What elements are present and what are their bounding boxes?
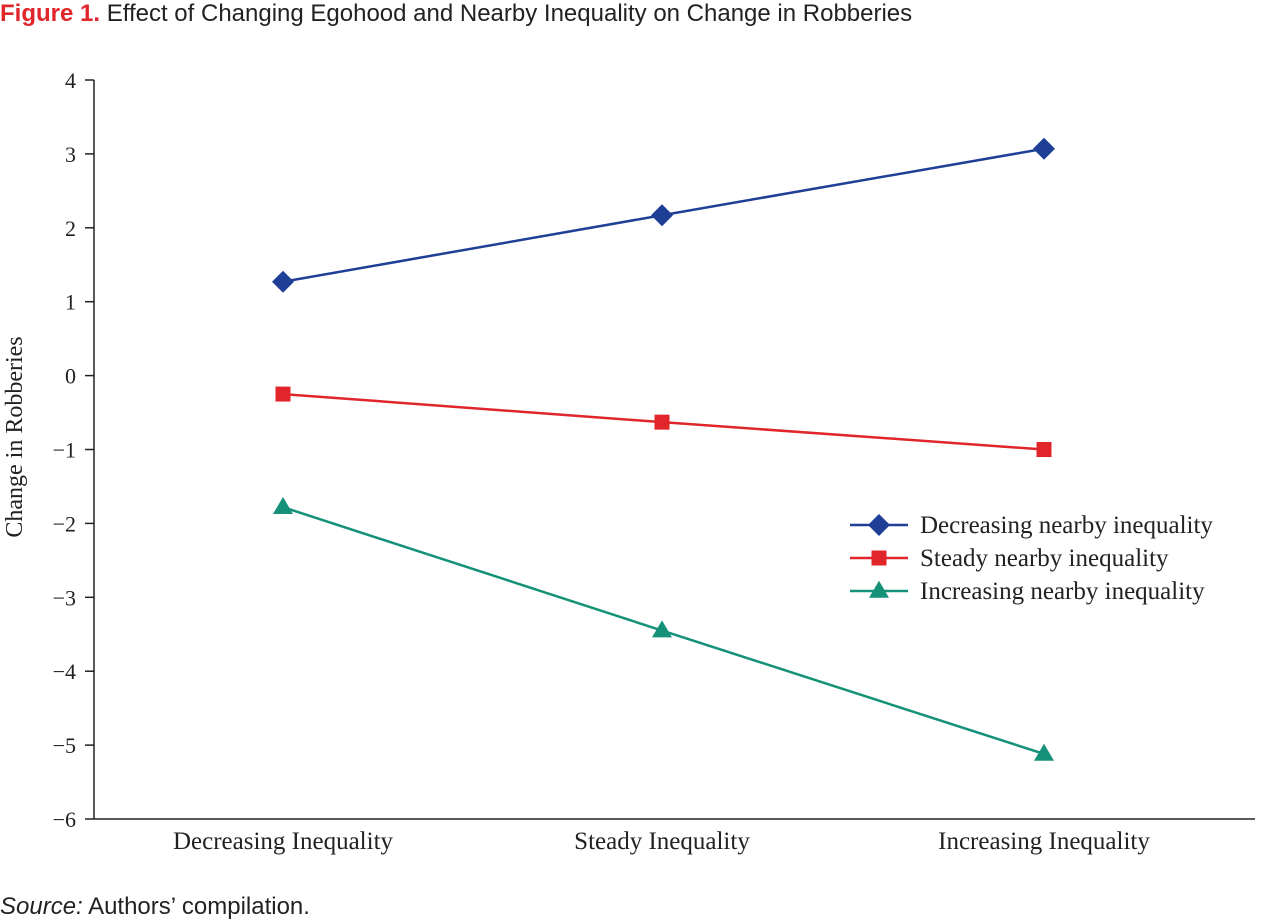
- data-point-triangle: [652, 620, 672, 638]
- data-point-triangle: [1034, 743, 1054, 761]
- data-point-diamond: [651, 204, 673, 227]
- y-tick-label: −5: [53, 733, 76, 758]
- data-point-triangle: [273, 496, 293, 514]
- source-label: Source:: [0, 893, 83, 920]
- y-tick-label: 1: [65, 290, 76, 315]
- data-point-square: [654, 414, 670, 430]
- data-point-diamond: [272, 270, 294, 293]
- legend: Decreasing nearby inequality Steady nearb…: [850, 512, 1213, 605]
- y-axis-label: Change in Robberies: [2, 336, 28, 537]
- legend-label: Increasing nearby inequality: [920, 578, 1205, 605]
- legend-marker-square: [871, 550, 887, 566]
- y-axis-ticks: 4 3 2 1 0 −1 −2 −3 −4 −5 −6: [53, 68, 94, 832]
- series-group: [272, 137, 1055, 761]
- y-tick-label: −1: [53, 438, 76, 463]
- y-tick-label: −4: [53, 659, 76, 684]
- y-tick-label: 0: [65, 364, 76, 389]
- figure-label: Figure 1.: [0, 0, 101, 27]
- figure-title: Figure 1. Effect of Changing Egohood and…: [0, 0, 912, 32]
- x-tick-label: Decreasing Inequality: [173, 828, 394, 855]
- y-tick-label: 3: [65, 142, 76, 167]
- x-tick-label: Increasing Inequality: [938, 828, 1150, 855]
- line-chart: 4 3 2 1 0 −1 −2 −3 −4 −5 −6 Decreasing Inequality S…: [2, 68, 1255, 855]
- figure-title-text: Effect of Changing Egohood and Nearby In…: [106, 0, 913, 27]
- y-tick-label: −3: [53, 585, 76, 610]
- legend-marker-triangle: [869, 580, 889, 598]
- source-text: Authors’ compilation.: [88, 893, 310, 920]
- y-tick-label: 4: [65, 68, 76, 93]
- legend-label: Steady nearby inequality: [920, 545, 1169, 572]
- y-tick-label: 2: [65, 216, 76, 241]
- data-point-square: [1036, 442, 1052, 457]
- data-point-square: [275, 386, 291, 402]
- legend-marker-diamond: [868, 514, 890, 536]
- y-tick-label: −6: [53, 807, 76, 832]
- source-note: Source: Authors’ compilation.: [0, 893, 310, 921]
- legend-label: Decreasing nearby inequality: [920, 512, 1213, 539]
- data-point-diamond: [1033, 137, 1055, 160]
- x-tick-label: Steady Inequality: [574, 828, 750, 855]
- y-tick-label: −2: [53, 511, 76, 536]
- x-axis-ticks: Decreasing Inequality Steady Inequality In…: [173, 828, 1150, 855]
